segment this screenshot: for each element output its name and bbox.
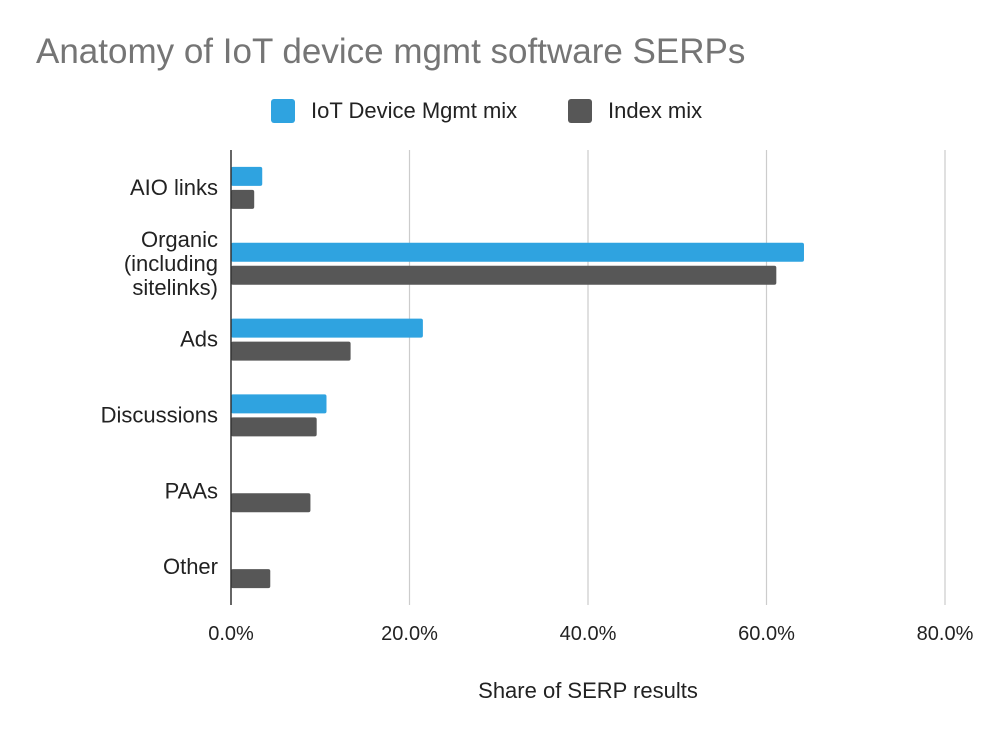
bar-index [231,189,255,209]
x-axis-title: Share of SERP results [0,678,982,704]
legend-item-index: Index mix [568,98,702,124]
legend-swatch-iot [271,99,295,123]
y-category-label: Organic [141,227,218,252]
y-category-label: Discussions [101,402,218,427]
x-tick-label: 60.0% [738,623,795,645]
legend-swatch-index [568,99,592,123]
legend-item-iot: IoT Device Mgmt mix [271,98,517,124]
x-tick-label: 20.0% [381,623,438,645]
bar-index [231,569,271,589]
bar-iot [231,166,263,186]
legend-label-index: Index mix [608,98,703,123]
bar-iot [231,394,327,414]
bar-iot [231,318,423,338]
bar-iot [231,242,804,262]
y-category-label: Other [163,554,218,579]
chart-title: Anatomy of IoT device mgmt software SERP… [36,32,746,71]
x-tick-label: 40.0% [560,623,617,645]
x-tick-label: 0.0% [208,623,254,645]
y-category-label: AIO links [130,175,218,200]
legend-label-iot: IoT Device Mgmt mix [311,98,518,123]
y-category-label: PAAs [165,478,218,503]
bar-index [231,265,777,285]
x-tick-label: 80.0% [917,623,974,645]
y-category-label: Ads [180,327,218,352]
legend: IoT Device Mgmt mix Index mix [0,98,982,128]
x-axis-title-text: Share of SERP results [478,678,698,703]
bar-index [231,341,351,361]
y-category-label: (including [124,251,218,276]
y-category-label: sitelinks) [132,275,218,300]
bar-index [231,493,311,513]
bar-index [231,417,317,437]
